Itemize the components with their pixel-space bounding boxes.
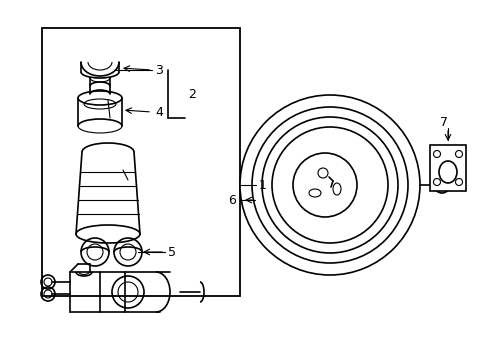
Text: 2: 2	[187, 87, 196, 100]
Text: 3: 3	[155, 63, 163, 77]
Bar	[429, 145, 465, 191]
Circle shape	[240, 95, 419, 275]
Text: 7: 7	[439, 116, 447, 129]
Bar	[42, 28, 240, 296]
Ellipse shape	[308, 189, 320, 197]
Circle shape	[292, 153, 356, 217]
Text: 6: 6	[227, 194, 235, 207]
Text: 1: 1	[259, 179, 266, 192]
Text: 5: 5	[168, 246, 176, 258]
Text: 4: 4	[155, 105, 163, 118]
Ellipse shape	[332, 183, 340, 195]
